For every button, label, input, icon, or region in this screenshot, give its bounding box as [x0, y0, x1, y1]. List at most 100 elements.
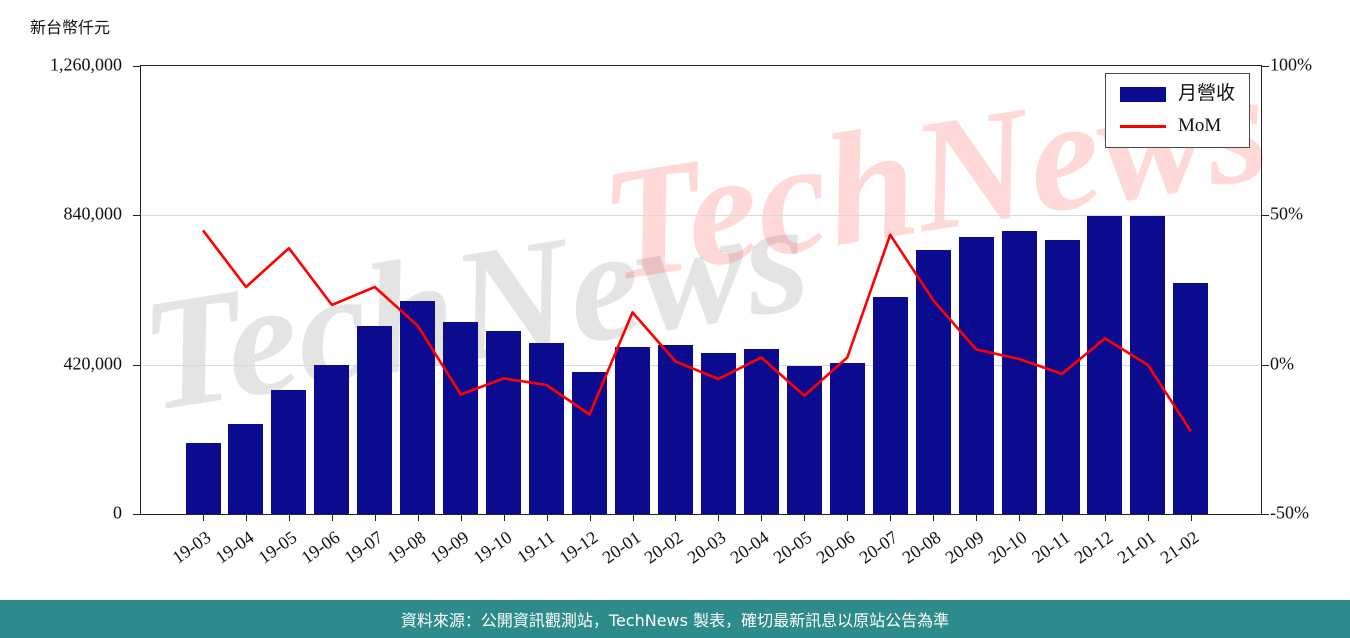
x-label-19-07: 19-07 — [340, 527, 387, 568]
x-label-20-03: 20-03 — [684, 527, 730, 568]
axis-tickmark — [331, 515, 333, 521]
axis-tickmark — [288, 515, 290, 521]
x-label-20-07: 20-07 — [855, 527, 902, 568]
axis-tickmark — [1190, 515, 1192, 521]
x-label-21-02: 21-02 — [1156, 527, 1203, 568]
axis-tickmark — [1104, 515, 1106, 521]
bar-20-12 — [1087, 216, 1123, 514]
axis-tickmark — [933, 515, 935, 521]
bar-20-11 — [1044, 240, 1080, 514]
axis-tickmark — [133, 66, 140, 67]
bar-20-10 — [1001, 231, 1037, 514]
x-label-19-05: 19-05 — [254, 527, 301, 568]
right-tick-1: 50% — [1270, 203, 1303, 224]
left-tick-2: 420,000 — [63, 353, 123, 374]
axis-tickmark — [203, 515, 204, 521]
left-tick-1: 840,000 — [63, 203, 123, 224]
x-label-20-08: 20-08 — [898, 527, 945, 568]
axis-tickmark — [133, 215, 140, 217]
bar-19-07 — [357, 325, 393, 514]
revenue-swatch-icon — [1120, 86, 1166, 102]
source-footer: 資料來源：公開資訊觀測站，TechNews 製表，確切最新訊息以原站公告為準 — [0, 600, 1350, 638]
x-label-19-03: 19-03 — [168, 527, 215, 568]
bar-19-08 — [400, 300, 436, 514]
legend: 月營收 MoM — [1105, 73, 1251, 148]
axis-tickmark — [761, 515, 763, 521]
axis-tickmark — [460, 515, 462, 521]
right-axis-tick-labels: 100% 50% 0% -50% — [1270, 55, 1350, 523]
legend-label-revenue: 月營收 — [1178, 83, 1236, 104]
axis-tickmark — [632, 515, 634, 521]
axis-tickmark — [245, 515, 247, 521]
axis-tickmark — [1262, 514, 1269, 515]
axis-tickmark — [546, 515, 548, 521]
bar-20-05 — [786, 366, 822, 514]
source-footer-text: 資料來源：公開資訊觀測站，TechNews 製表，確切最新訊息以原站公告為準 — [400, 611, 950, 630]
x-label-20-12: 20-12 — [1070, 527, 1117, 568]
axis-tickmark — [890, 515, 892, 521]
axis-tickmark — [1262, 66, 1269, 67]
x-label-20-02: 20-02 — [641, 527, 687, 568]
y-axis-unit-title: 新台幣仟元 — [30, 18, 111, 37]
right-tick-0: 100% — [1270, 54, 1312, 75]
bar-20-02 — [657, 345, 693, 514]
bar-19-09 — [443, 322, 479, 514]
axis-tickmark — [976, 515, 978, 521]
x-label-19-12: 19-12 — [555, 527, 602, 568]
bar-20-09 — [958, 236, 994, 514]
x-axis-tick-labels: 19-03 19-04 19-05 19-06 19-07 19-08 19-09 19-10… — [141, 519, 1261, 599]
axis-tickmark — [1262, 364, 1269, 366]
axis-tickmark — [374, 515, 376, 521]
axis-tickmark — [847, 515, 849, 521]
x-label-20-09: 20-09 — [941, 527, 988, 568]
axis-tickmark — [1262, 215, 1269, 217]
bar-19-03 — [185, 442, 221, 514]
left-axis-tick-labels: 1,260,000 840,000 420,000 0 — [0, 55, 132, 523]
x-label-19-06: 19-06 — [297, 527, 344, 568]
x-label-19-04: 19-04 — [211, 527, 258, 568]
right-tick-2: 0% — [1270, 353, 1294, 374]
mom-swatch-icon — [1120, 124, 1166, 128]
bar-20-01 — [615, 346, 651, 514]
bar-19-11 — [529, 343, 565, 514]
bar-20-08 — [915, 250, 951, 514]
bar-20-04 — [743, 349, 779, 514]
right-tick-3: -50% — [1270, 502, 1309, 523]
bar-21-02 — [1173, 282, 1209, 514]
x-label-20-06: 20-06 — [812, 527, 859, 568]
x-label-21-01: 21-01 — [1113, 527, 1160, 568]
plot-area — [140, 65, 1262, 515]
gridline — [141, 215, 1261, 217]
x-label-20-10: 20-10 — [984, 527, 1031, 568]
legend-row-revenue: 月營收 — [1120, 83, 1235, 106]
bar-19-05 — [271, 389, 307, 514]
axis-tickmark — [133, 514, 140, 515]
axis-tickmark — [718, 515, 720, 521]
x-label-19-08: 19-08 — [383, 527, 430, 568]
left-tick-3: 0 — [113, 502, 122, 523]
axis-tickmark — [133, 364, 140, 366]
x-label-19-10: 19-10 — [469, 527, 516, 568]
bar-19-12 — [572, 371, 608, 514]
bar-19-10 — [486, 330, 522, 514]
axis-tickmark — [503, 515, 505, 521]
legend-row-mom: MoM — [1120, 115, 1235, 138]
left-tick-0: 1,260,000 — [50, 54, 122, 75]
axis-tickmark — [804, 515, 806, 521]
axis-tickmark — [1062, 515, 1064, 521]
x-label-20-05: 20-05 — [769, 527, 816, 568]
x-label-20-11: 20-11 — [1028, 527, 1074, 568]
bar-19-04 — [228, 424, 264, 514]
x-label-20-01: 20-01 — [598, 527, 644, 568]
axis-tickmark — [675, 515, 677, 521]
bar-19-06 — [314, 364, 350, 514]
axis-tickmark — [417, 515, 419, 521]
axis-tickmark — [589, 515, 591, 521]
x-label-20-04: 20-04 — [726, 527, 773, 568]
axis-tickmark — [1147, 515, 1149, 521]
x-label-19-09: 19-09 — [426, 527, 473, 568]
x-label-19-11: 19-11 — [512, 527, 559, 568]
bar-20-06 — [829, 362, 865, 514]
mom-line — [201, 229, 1192, 433]
legend-label-mom: MoM — [1178, 114, 1222, 136]
